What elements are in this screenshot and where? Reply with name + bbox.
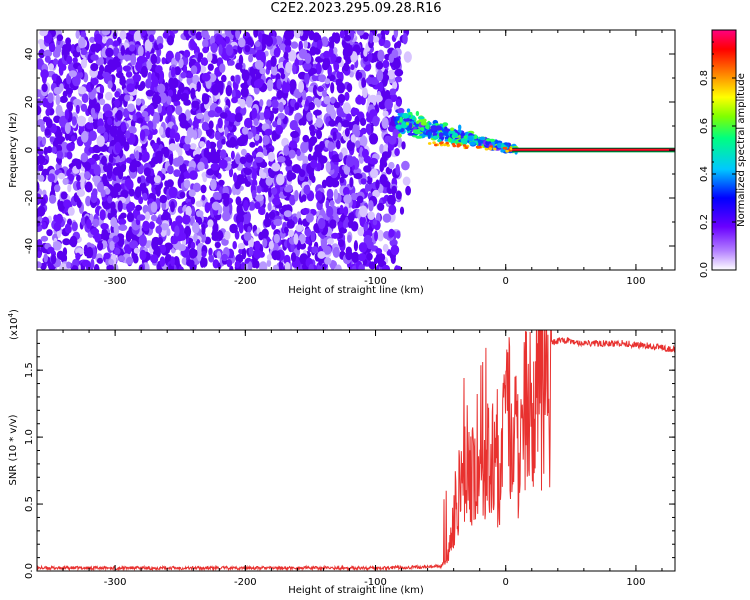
y-tick-label: 20 xyxy=(24,96,35,109)
snr-series-line xyxy=(37,330,675,571)
y-tick-label: -20 xyxy=(24,190,35,206)
y-tick-label: 0.5 xyxy=(24,496,35,512)
figure-title: C2E2.2023.295.09.28.R16 xyxy=(270,1,442,16)
y-tick-label: -40 xyxy=(24,238,35,254)
x-tick-label: 0 xyxy=(503,577,509,588)
x-tick-label: -100 xyxy=(364,577,387,588)
colorbar-tick-label: 0.8 xyxy=(699,70,710,86)
x-tick-label: -300 xyxy=(104,276,127,287)
y-tick-label: 1.5 xyxy=(24,362,35,378)
colorbar-gradient xyxy=(711,29,737,271)
x-tick-label: -200 xyxy=(234,577,257,588)
colorbar-tick-label: 0.2 xyxy=(699,214,710,230)
snr-ticks: -300 -200 -100 0 100 0.0 0.5 1.0 1.5 xyxy=(24,330,675,588)
snr-y-multiplier: (x104) xyxy=(7,309,20,340)
snr-frame xyxy=(36,329,676,572)
x-tick-label: 100 xyxy=(626,276,645,287)
spectrogram-x-label: Height of straight line (km) xyxy=(288,285,424,296)
x-tick-label: -300 xyxy=(104,577,127,588)
colorbar-ticks: 0.0 0.2 0.4 0.6 0.8 xyxy=(699,29,736,278)
colorbar-label: Normalized spectral amplitude xyxy=(736,73,747,227)
y-tick-label: 0.0 xyxy=(24,563,35,579)
y-tick-label: 40 xyxy=(24,48,35,61)
snr-y-label: SNR (10 * v/v) xyxy=(8,414,19,485)
y-tick-label: 1.0 xyxy=(24,429,35,445)
x-tick-label: 0 xyxy=(503,276,509,287)
y-tick-label: 0 xyxy=(24,147,35,153)
snr-x-label: Height of straight line (km) xyxy=(288,585,424,596)
colorbar-tick-label: 0.0 xyxy=(699,262,710,278)
spectrogram-y-label: Frequency (Hz) xyxy=(8,112,19,188)
x-tick-label: -200 xyxy=(234,276,257,287)
colorbar: 0.0 0.2 0.4 0.6 0.8 Normalized spectral ampl… xyxy=(699,29,747,278)
spectrogram-image xyxy=(37,30,675,270)
x-tick-label: 100 xyxy=(626,577,645,588)
snr-panel: -300 -200 -100 0 100 0.0 0.5 1.0 1.5 Height of s… xyxy=(7,309,676,596)
colorbar-tick-label: 0.4 xyxy=(699,166,710,182)
colorbar-tick-label: 0.6 xyxy=(699,118,710,134)
x-tick-label: -100 xyxy=(364,276,387,287)
